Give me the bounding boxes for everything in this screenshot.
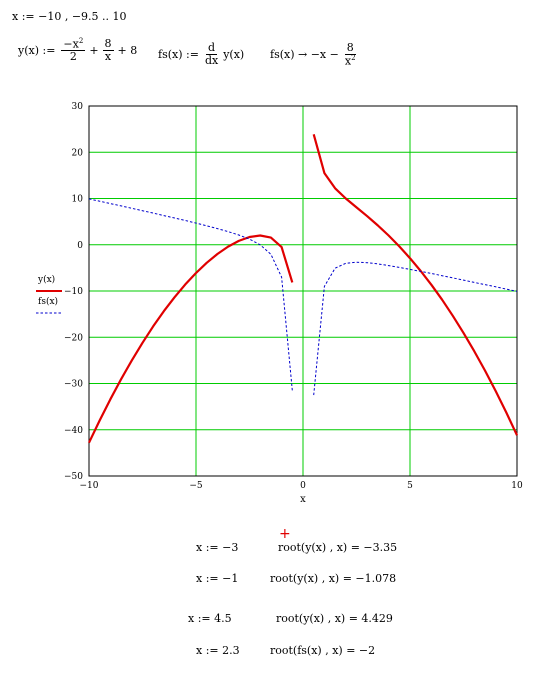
fs-symbolic-result[interactable]: fs(x) → −x − 8 x2 xyxy=(270,42,359,67)
root-result-1[interactable]: root(y(x) , x) = −3.35 xyxy=(278,541,398,554)
y-tick-label: 30 xyxy=(72,102,84,112)
y-curve xyxy=(312,134,518,436)
y-def-term2-num: 8 xyxy=(102,37,114,51)
y-tick-label: 0 xyxy=(77,241,83,251)
range-definition[interactable]: x := −10 , −9.5 .. 10 xyxy=(12,10,127,23)
fs-curve xyxy=(313,261,518,396)
y-def-term1: −x2 2 xyxy=(61,37,86,64)
y-def-term2-den: x xyxy=(104,49,112,63)
root-guess-2[interactable]: x := −1 xyxy=(196,572,239,585)
plot-curves xyxy=(88,134,518,444)
x-tick-label: 10 xyxy=(511,481,523,491)
y-tick-label: −20 xyxy=(64,333,83,343)
y-curve xyxy=(88,234,294,444)
root-guess-4[interactable]: x := 2.3 xyxy=(196,644,240,657)
fs-sym-lhs: fs(x) → −x − xyxy=(270,47,339,61)
y-def-lhs: y(x) := xyxy=(18,43,56,57)
root-result-3[interactable]: root(y(x) , x) = 4.429 xyxy=(276,612,393,625)
y-tick-label: −40 xyxy=(64,426,83,436)
fs-sym-den: x xyxy=(344,54,352,68)
y-def-plus: + xyxy=(89,43,99,57)
x-tick-label: −5 xyxy=(189,481,203,491)
legend-label: y(x) xyxy=(37,274,55,285)
red-cursor-crosshair: + xyxy=(279,526,291,542)
y-def-term1-num: −x xyxy=(63,37,79,51)
y-tick-label: −30 xyxy=(64,380,83,390)
x-tick-label: 5 xyxy=(407,481,413,491)
y-tick-label: −50 xyxy=(64,472,83,482)
fs-curve xyxy=(88,198,293,391)
x-tick-label: 0 xyxy=(300,481,306,491)
derivative-num: d xyxy=(206,41,218,55)
x-axis-label: x xyxy=(300,494,306,505)
y-tick-label: −10 xyxy=(64,287,83,297)
fs-def-tail: y(x) xyxy=(223,47,245,61)
legend-label: fs(x) xyxy=(38,296,58,307)
derivative-operator: d dx xyxy=(203,42,220,66)
fs-sym-den-exp: 2 xyxy=(351,53,356,62)
y-def-tail: + 8 xyxy=(117,43,138,57)
y-def-term2: 8 x xyxy=(102,37,114,63)
root-guess-3[interactable]: x := 4.5 xyxy=(188,612,232,625)
plot-grid xyxy=(89,106,517,476)
x-tick-label: −10 xyxy=(80,481,99,491)
root-result-4[interactable]: root(fs(x) , x) = −2 xyxy=(270,644,376,657)
plot-legend: y(x) fs(x) xyxy=(36,274,62,314)
fs-sym-num: 8 xyxy=(344,41,356,55)
y-tick-label: 20 xyxy=(72,148,84,158)
y-def-term1-den: 2 xyxy=(69,50,77,64)
y-def-term1-exp: 2 xyxy=(78,37,84,45)
fs-definition[interactable]: fs(x) := d dx y(x) xyxy=(158,42,244,66)
y-definition[interactable]: y(x) := −x2 2 + 8 x + 8 xyxy=(18,37,138,64)
y-tick-label: 10 xyxy=(72,195,84,205)
root-guess-1[interactable]: x := −3 xyxy=(196,541,239,554)
derivative-den: dx xyxy=(204,53,219,67)
fs-sym-frac: 8 x2 xyxy=(343,42,358,67)
fs-def-lhs: fs(x) := xyxy=(158,47,199,61)
root-result-2[interactable]: root(y(x) , x) = −1.078 xyxy=(270,572,397,585)
